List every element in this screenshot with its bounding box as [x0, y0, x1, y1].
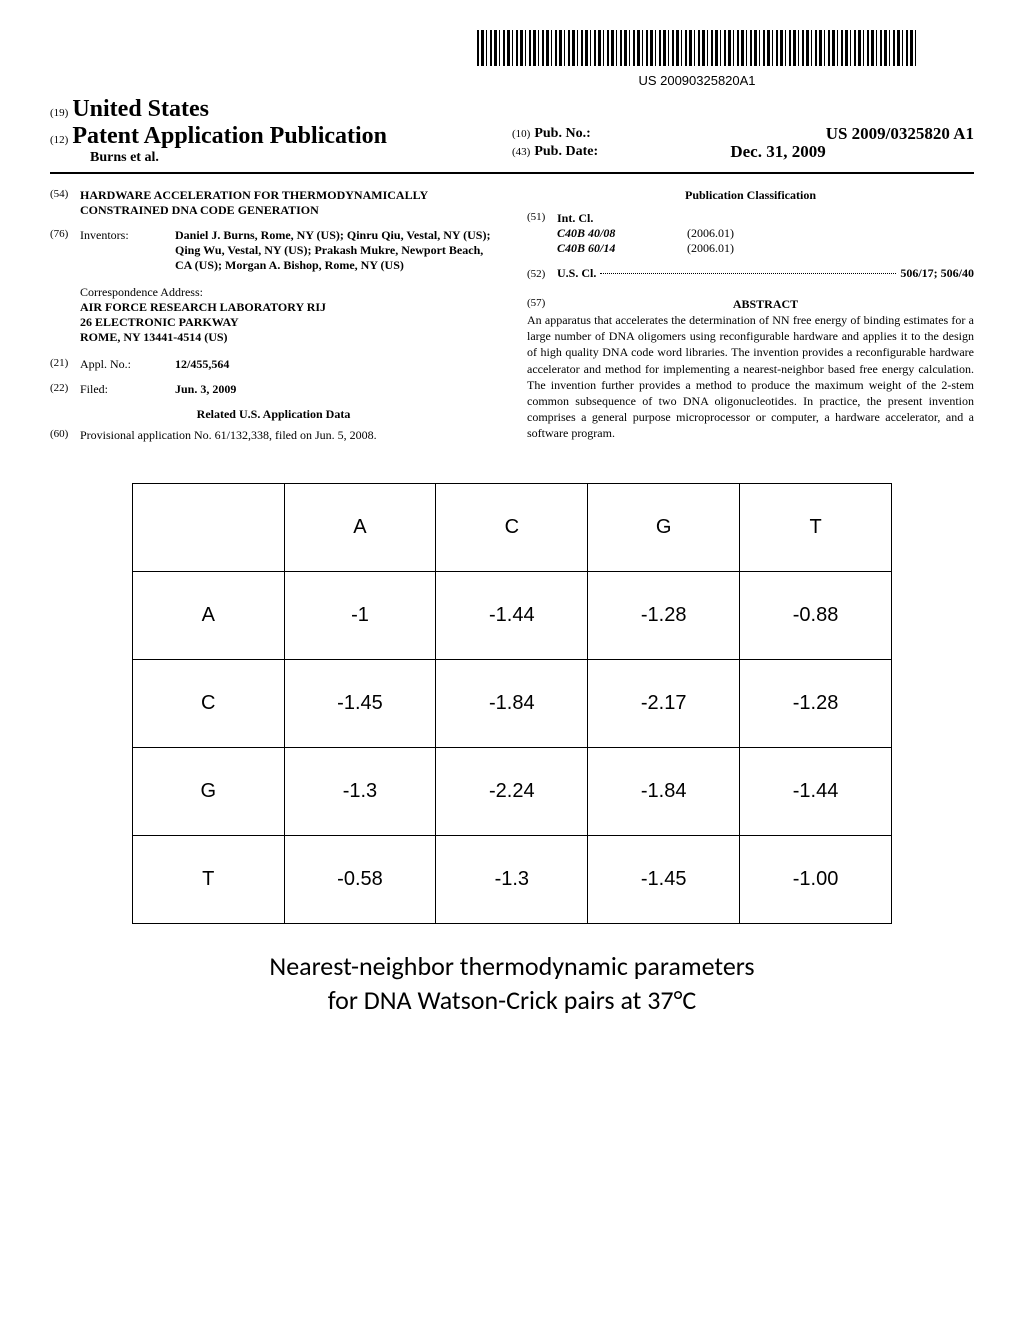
cell-3-0: -0.58 [284, 836, 436, 924]
col-header-0: A [284, 484, 436, 572]
col-header-2: G [588, 484, 740, 572]
title-num: (54) [50, 188, 80, 218]
col-header-3: T [740, 484, 892, 572]
intcl-row: (51) Int. Cl. C40B 40/08 (2006.01) C40B … [527, 211, 974, 256]
table-corner-cell [133, 484, 285, 572]
inventors-row: (76) Inventors: Daniel J. Burns, Rome, N… [50, 228, 497, 273]
corr-line-0: AIR FORCE RESEARCH LABORATORY RIJ [80, 300, 497, 315]
applno-num: (21) [50, 357, 80, 372]
uscl-row: (52) U.S. Cl. 506/17; 506/40 [527, 266, 974, 281]
pubdate-value: Dec. 31, 2009 [730, 142, 825, 162]
header-left: (19) United States (12) Patent Applicati… [50, 96, 512, 166]
inventors-label: Inventors: [80, 228, 175, 273]
related-heading: Related U.S. Application Data [50, 407, 497, 422]
header-right: (10) Pub. No.: US 2009/0325820 A1 (43) P… [512, 96, 974, 166]
pubdate-label: Pub. Date: [534, 144, 598, 159]
invention-title: HARDWARE ACCELERATION FOR THERMODYNAMICA… [80, 188, 497, 218]
cell-2-3: -1.44 [740, 748, 892, 836]
uscl-value: 506/17; 506/40 [900, 266, 974, 281]
uscl-label: U.S. Cl. [557, 266, 596, 281]
col-header-1: C [436, 484, 588, 572]
cell-0-2: -1.28 [588, 572, 740, 660]
row-label-2: G [133, 748, 285, 836]
biblio-columns: (54) HARDWARE ACCELERATION FOR THERMODYN… [50, 188, 974, 453]
cell-2-0: -1.3 [284, 748, 436, 836]
applno-label: Appl. No.: [80, 357, 175, 372]
row-label-3: T [133, 836, 285, 924]
corr-line-2: ROME, NY 13441-4514 (US) [80, 330, 497, 345]
table-row: T -0.58 -1.3 -1.45 -1.00 [133, 836, 892, 924]
cell-0-3: -0.88 [740, 572, 892, 660]
uscl-dots [600, 273, 896, 274]
table-row: A -1 -1.44 -1.28 -0.88 [133, 572, 892, 660]
filed-row: (22) Filed: Jun. 3, 2009 [50, 382, 497, 397]
country-name: United States [72, 96, 209, 122]
right-column: Publication Classification (51) Int. Cl.… [527, 188, 974, 453]
applno-value: 12/455,564 [175, 357, 497, 372]
filed-value: Jun. 3, 2009 [175, 382, 497, 397]
title-row: (54) HARDWARE ACCELERATION FOR THERMODYN… [50, 188, 497, 218]
caption-line-1: Nearest-neighbor thermodynamic parameter… [269, 950, 754, 982]
table-header-row: A C G T [133, 484, 892, 572]
cell-2-2: -1.84 [588, 748, 740, 836]
authors-short: Burns et al. [50, 150, 512, 166]
left-column: (54) HARDWARE ACCELERATION FOR THERMODYN… [50, 188, 497, 453]
pubdate-num: (43) [512, 146, 530, 158]
nn-parameter-table: A C G T A -1 -1.44 -1.28 -0.88 C -1.45 -… [132, 483, 892, 924]
barcode-block: US 20090325820A1 [420, 30, 974, 88]
cell-1-2: -2.17 [588, 660, 740, 748]
pubno-value: US 2009/0325820 A1 [826, 124, 974, 144]
abstract-text: An apparatus that accelerates the determ… [527, 312, 974, 442]
table-row: G -1.3 -2.24 -1.84 -1.44 [133, 748, 892, 836]
row-label-1: C [133, 660, 285, 748]
inventors-num: (76) [50, 228, 80, 273]
barcode-graphic [477, 30, 917, 66]
correspondence-block: Correspondence Address: AIR FORCE RESEAR… [80, 285, 497, 345]
intcl-code-1: C40B 60/14 (2006.01) [557, 241, 974, 256]
pubno-num: (10) [512, 128, 530, 140]
country-num: (19) [50, 107, 68, 119]
filed-num: (22) [50, 382, 80, 397]
figure-caption: Nearest-neighbor thermodynamic parameter… [50, 950, 974, 1018]
uscl-num: (52) [527, 268, 557, 280]
inventors-value: Daniel J. Burns, Rome, NY (US); Qinru Qi… [175, 228, 497, 273]
corr-label: Correspondence Address: [80, 285, 497, 300]
cell-1-0: -1.45 [284, 660, 436, 748]
cell-1-3: -1.28 [740, 660, 892, 748]
prov-text: Provisional application No. 61/132,338, … [80, 428, 497, 443]
row-label-0: A [133, 572, 285, 660]
prov-num: (60) [50, 428, 80, 443]
pubclass-heading: Publication Classification [527, 188, 974, 203]
header-row: (19) United States (12) Patent Applicati… [50, 96, 974, 166]
abstract-label: ABSTRACT [733, 297, 798, 311]
cell-3-1: -1.3 [436, 836, 588, 924]
applno-row: (21) Appl. No.: 12/455,564 [50, 357, 497, 372]
caption-line-2: for DNA Watson-Crick pairs at 37°C [328, 984, 697, 1016]
intcl-num: (51) [527, 211, 557, 256]
cell-3-2: -1.45 [588, 836, 740, 924]
barcode-text: US 20090325820A1 [420, 73, 974, 88]
abstract-num: (57) [527, 297, 557, 312]
intcl-codes: C40B 40/08 (2006.01) C40B 60/14 (2006.01… [557, 226, 974, 256]
divider [50, 172, 974, 174]
filed-label: Filed: [80, 382, 175, 397]
pubtype-num: (12) [50, 134, 68, 146]
cell-0-0: -1 [284, 572, 436, 660]
abstract-heading-row: (57) ABSTRACT [527, 297, 974, 312]
pubno-label: Pub. No.: [534, 126, 590, 141]
intcl-code-0: C40B 40/08 (2006.01) [557, 226, 974, 241]
table-row: C -1.45 -1.84 -2.17 -1.28 [133, 660, 892, 748]
pubtype-text: Patent Application Publication [72, 123, 387, 149]
cell-0-1: -1.44 [436, 572, 588, 660]
intcl-label: Int. Cl. [557, 211, 974, 226]
cell-2-1: -2.24 [436, 748, 588, 836]
provisional-row: (60) Provisional application No. 61/132,… [50, 428, 497, 443]
corr-line-1: 26 ELECTRONIC PARKWAY [80, 315, 497, 330]
cell-3-3: -1.00 [740, 836, 892, 924]
cell-1-1: -1.84 [436, 660, 588, 748]
